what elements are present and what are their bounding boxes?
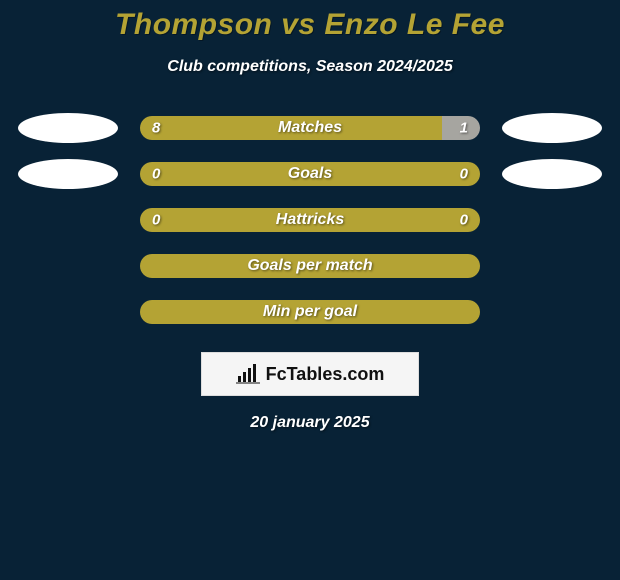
source-logo-text: FcTables.com xyxy=(266,364,385,385)
stat-label: Goals per match xyxy=(247,257,372,275)
stat-value-player1: 0 xyxy=(152,166,160,183)
stat-row: 8 1 Matches xyxy=(0,116,620,140)
subtitle: Club competitions, Season 2024/2025 xyxy=(0,58,620,76)
stat-bar: 0 0 Hattricks xyxy=(140,208,480,232)
stat-row: Min per goal xyxy=(0,300,620,324)
comparison-panel: Thompson vs Enzo Le Fee Club competition… xyxy=(0,0,620,580)
stat-label: Min per goal xyxy=(263,303,357,321)
stat-row: Goals per match xyxy=(0,254,620,278)
stat-label: Hattricks xyxy=(276,211,344,229)
source-logo: FcTables.com xyxy=(201,352,419,396)
page-title: Thompson vs Enzo Le Fee xyxy=(0,0,620,42)
stat-label: Matches xyxy=(278,119,342,137)
stat-bar: 8 1 Matches xyxy=(140,116,480,140)
stat-value-player2: 0 xyxy=(460,166,468,183)
stat-value-player2: 1 xyxy=(460,120,468,137)
stat-label: Goals xyxy=(288,165,332,183)
bar-chart-icon xyxy=(236,364,260,384)
stat-value-player1: 0 xyxy=(152,212,160,229)
player1-avatar xyxy=(18,159,118,189)
stat-value-player2: 0 xyxy=(460,212,468,229)
player2-avatar xyxy=(502,113,602,143)
stat-bar: 0 0 Goals xyxy=(140,162,480,186)
stat-row: 0 0 Goals xyxy=(0,162,620,186)
footer-date: 20 january 2025 xyxy=(0,414,620,432)
stat-bar: Goals per match xyxy=(140,254,480,278)
stat-value-player1: 8 xyxy=(152,120,160,137)
stat-row: 0 0 Hattricks xyxy=(0,208,620,232)
player1-avatar xyxy=(18,113,118,143)
player2-avatar xyxy=(502,159,602,189)
stat-rows: 8 1 Matches 0 0 Goals 0 0 Hattricks Goals per mat… xyxy=(0,116,620,324)
stat-bar: Min per goal xyxy=(140,300,480,324)
